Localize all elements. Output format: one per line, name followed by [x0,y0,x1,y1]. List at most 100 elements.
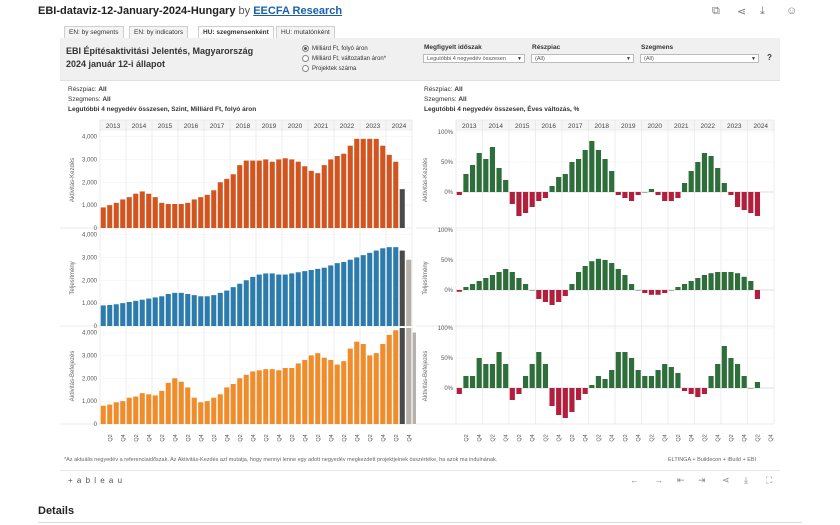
year-label: 2019 [262,123,277,130]
tab-hu-szegmensenkent[interactable]: HU: szegmensenként [198,26,274,38]
bar [542,192,549,198]
bar [354,138,360,228]
quarter-tick-label: Q2 [543,434,549,441]
bar [721,183,727,192]
radio-constant-price[interactable]: Milliárd Ft, változatlan áron* [302,55,386,62]
bar [126,397,132,424]
y-tick-label: 4,000 [82,233,98,239]
bar [204,296,210,326]
bar [688,171,694,192]
segment-select[interactable]: (All) ▼ [640,54,759,63]
bar [373,353,379,424]
y-tick-label: 100% [438,228,454,234]
download-icon[interactable]: ⤓ [744,475,748,485]
fullscreen-icon[interactable]: ⛶ [766,475,773,485]
bar [456,192,462,195]
bar [360,138,366,228]
bar [503,180,509,192]
bar [635,370,641,388]
copy-icon[interactable]: ⧉ [712,5,720,17]
bar [282,368,288,424]
author-link[interactable]: EECFA Research [253,5,343,17]
top-bar: EBI-dataviz-12-January-2024-Hungary by E… [0,0,840,24]
right-subsector-meta: Részpiac: All [424,86,463,93]
bar [289,273,295,326]
bar [250,160,256,228]
bar [569,162,575,192]
quarter-tick-label: Q4 [199,434,205,441]
subsector-select[interactable]: (All) ▼ [531,54,634,63]
bar [321,357,327,424]
bar [146,193,152,228]
bar [126,197,132,228]
radio-project-count[interactable]: Projektek száma [302,65,356,72]
bar [628,358,635,388]
bar [152,297,158,326]
bar [159,202,165,228]
bar [635,192,641,195]
year-label: 2015 [515,123,530,130]
bar [126,302,132,326]
bar [734,364,741,388]
bar [562,290,568,296]
quarter-tick-label: Q2 [464,434,470,441]
bar [701,275,708,290]
bar [529,290,535,291]
bar [276,159,282,228]
quarter-tick-label: Q4 [610,434,616,441]
bar [237,378,243,424]
quarter-tick-label: Q2 [702,434,708,441]
quarter-tick-label: Q2 [517,434,523,441]
footnote: *Az aktuális negyedév a referenciaidősza… [64,457,498,463]
tab-en-by-segments[interactable]: EN: by segments [64,26,124,38]
y-tick-label: 1,000 [82,203,98,209]
row-label: Teljesítmény [423,261,429,294]
period-select[interactable]: Legutóbbi 4 negyedév összesen ▼ [423,54,525,63]
bar [139,299,145,326]
tab-en-by-indicators[interactable]: EN: by indicators [129,26,189,38]
bar [754,290,761,299]
bar [386,334,392,424]
bar [269,273,275,326]
bar [211,190,217,228]
bar [230,174,236,228]
bar [642,290,648,293]
bar [393,247,399,326]
bar [328,265,334,326]
bar [483,159,489,192]
bar [715,364,721,388]
user-icon[interactable]: ☺ [786,5,798,17]
y-tick-label: 3,000 [82,353,98,359]
bar [582,266,588,290]
bar [542,290,549,302]
download-icon[interactable]: ⤓ [760,5,765,17]
bar [734,192,741,207]
quarter-tick-label: Q4 [251,434,257,441]
bar [100,405,106,424]
undo-icon[interactable]: ← [630,475,639,485]
bar [536,352,542,388]
quarter-tick-label: Q2 [490,434,496,441]
share-icon[interactable]: ⋖ [737,6,747,18]
bar [741,192,747,210]
bar [133,193,139,228]
revert-icon[interactable]: ⇤ [677,475,685,485]
share-icon[interactable]: ⋖ [722,475,730,485]
bar [354,341,360,424]
data-credit: ELTINGA + Buildecon + iBuild + EBI [668,457,757,463]
quarter-tick-label: Q2 [623,434,629,441]
bar [113,202,119,228]
help-icon[interactable]: ? [767,53,772,62]
redo-icon[interactable]: → [654,475,663,485]
quarter-tick-label: Q2 [394,434,400,441]
refresh-icon[interactable]: ⇥ [698,475,706,485]
bar [476,358,482,388]
tab-hu-mutatonkent[interactable]: HU: mutatónként [276,26,335,38]
bar [549,388,555,406]
quarter-tick-label: Q4 [121,434,127,441]
bar [263,273,269,326]
year-label: 2023 [727,123,742,130]
bar [107,304,113,326]
bar [708,273,714,290]
radio-current-price[interactable]: Milliárd Ft, folyó áron [302,45,368,52]
